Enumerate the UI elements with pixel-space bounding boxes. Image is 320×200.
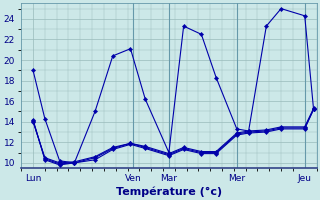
X-axis label: Température (°c): Température (°c) bbox=[116, 186, 222, 197]
